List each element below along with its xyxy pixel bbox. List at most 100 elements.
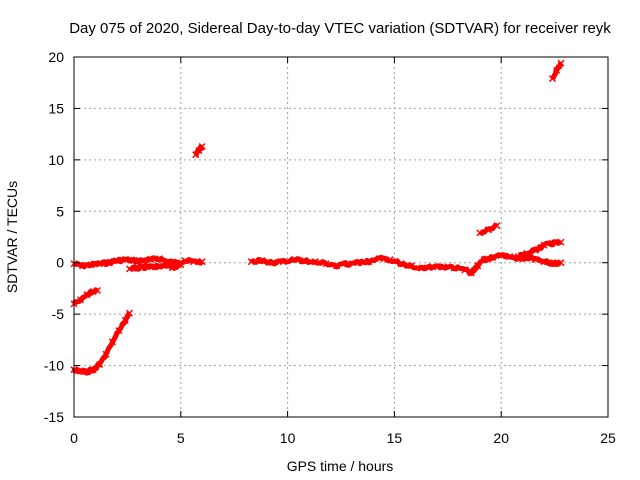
data-point <box>247 258 255 266</box>
data-point <box>89 366 97 374</box>
data-point <box>138 257 146 265</box>
data-point <box>198 258 206 266</box>
data-point <box>113 257 121 265</box>
data-point <box>121 256 129 264</box>
data-point <box>279 258 287 266</box>
data-point <box>461 266 469 274</box>
data-point <box>311 258 319 266</box>
data-point <box>76 296 84 304</box>
data-point <box>83 368 91 376</box>
data-point <box>540 241 548 249</box>
data-point <box>160 262 168 270</box>
data-point <box>480 256 488 264</box>
data-point <box>301 257 309 265</box>
data-point <box>168 264 176 272</box>
data-point <box>450 264 458 272</box>
data-point <box>115 327 123 335</box>
data-point <box>96 260 104 268</box>
data-point <box>130 257 138 265</box>
y-tick-label: 10 <box>48 152 64 168</box>
data-point <box>79 262 87 270</box>
data-point <box>104 259 112 267</box>
data-point <box>143 263 151 271</box>
data-point <box>439 263 448 271</box>
data-point <box>548 260 556 268</box>
data-point <box>548 239 556 247</box>
data-point <box>126 309 134 317</box>
y-tick-label: 20 <box>48 49 64 65</box>
data-point <box>467 269 475 277</box>
data-point <box>322 260 330 268</box>
data-point <box>333 262 341 270</box>
data-point <box>418 264 426 272</box>
data-point <box>489 254 497 262</box>
data-point <box>354 259 362 267</box>
data-point <box>76 367 84 375</box>
data-point <box>83 291 91 299</box>
chart-title: Day 075 of 2020, Sidereal Day-to-day VTE… <box>69 20 611 37</box>
data-point <box>474 262 482 270</box>
data-point <box>365 258 373 266</box>
axis-ticks: 0 5 10 15 20 25 -15 -10 -5 0 5 10 15 20 <box>44 49 616 446</box>
data-point <box>375 255 383 263</box>
data-point <box>397 260 405 268</box>
data-traces <box>70 59 565 376</box>
data-point <box>493 222 501 230</box>
data-point <box>121 316 129 324</box>
x-tick-label: 15 <box>387 430 403 446</box>
trace-recovery-arc <box>71 310 132 376</box>
trace-main-band-a <box>72 255 204 270</box>
data-point <box>102 350 110 358</box>
data-point <box>497 251 505 260</box>
data-point <box>108 338 116 346</box>
data-point <box>553 66 561 74</box>
plot-frame <box>73 56 609 418</box>
data-point <box>134 264 142 272</box>
data-point <box>198 142 206 151</box>
data-point <box>557 238 565 246</box>
data-point <box>531 256 539 264</box>
data-point <box>476 229 484 237</box>
grid-lines <box>74 57 608 417</box>
data-point <box>343 260 351 268</box>
x-tick-label: 10 <box>280 430 296 446</box>
data-point <box>407 262 416 270</box>
x-tick-label: 20 <box>493 430 509 446</box>
data-point <box>147 256 155 264</box>
data-point <box>96 361 104 369</box>
data-point <box>531 246 539 254</box>
data-point <box>540 258 548 266</box>
data-point <box>484 226 492 234</box>
y-axis-label: SDTVAR / TECUs <box>4 181 20 293</box>
data-point <box>557 59 565 67</box>
data-point <box>155 255 163 263</box>
data-point <box>87 261 95 269</box>
y-tick-label: -5 <box>52 306 65 322</box>
data-point <box>190 258 198 266</box>
y-tick-label: 5 <box>56 203 64 219</box>
data-point <box>548 75 556 83</box>
trace-rising-late <box>517 239 563 258</box>
x-tick-label: 0 <box>70 430 78 446</box>
x-axis-label: GPS time / hours <box>287 458 394 474</box>
y-tick-label: -10 <box>44 358 64 374</box>
data-point <box>151 263 159 271</box>
y-tick-label: 15 <box>48 100 64 116</box>
data-point <box>557 259 565 267</box>
data-point <box>93 286 102 295</box>
data-point <box>514 253 522 261</box>
data-point <box>429 263 437 271</box>
data-point <box>258 257 266 265</box>
data-point <box>523 249 531 257</box>
y-tick-label: -15 <box>44 409 64 425</box>
trace-main-band-c <box>250 252 563 277</box>
data-point <box>269 259 277 267</box>
data-point <box>177 261 185 269</box>
data-point <box>290 256 298 264</box>
data-point <box>126 265 134 273</box>
data-point <box>506 253 514 261</box>
x-tick-label: 5 <box>177 430 185 446</box>
data-point <box>386 256 394 264</box>
x-tick-label: 25 <box>600 430 616 446</box>
